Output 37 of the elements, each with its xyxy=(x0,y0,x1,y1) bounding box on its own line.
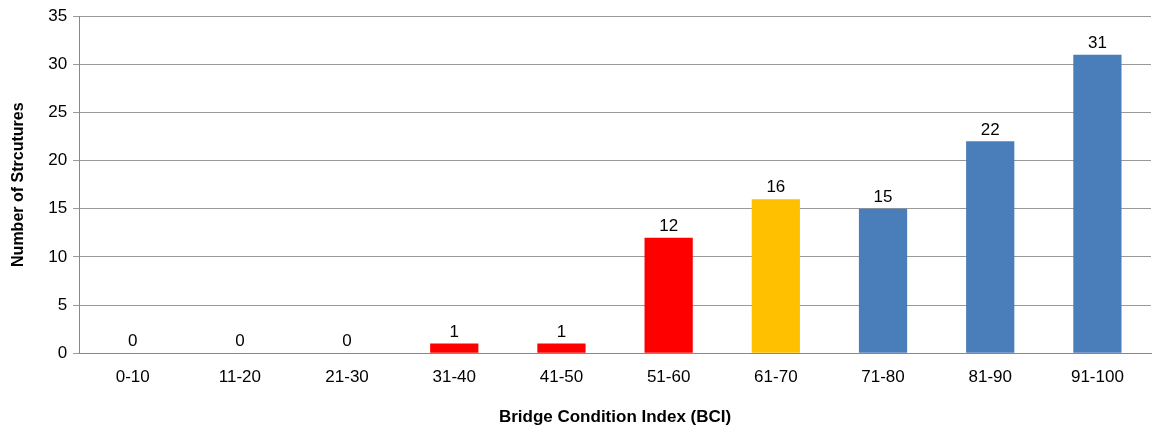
bar xyxy=(1073,54,1122,353)
bar xyxy=(537,343,586,353)
x-tick-label: 31-40 xyxy=(432,367,477,387)
data-label: 1 xyxy=(449,321,460,341)
x-axis-title: Bridge Condition Index (BCI) xyxy=(498,407,732,427)
y-axis-title: Number of Strcutures xyxy=(9,102,27,267)
x-tick-label: 21-30 xyxy=(325,367,369,387)
bar xyxy=(430,343,479,353)
x-tick-label: 91-100 xyxy=(1070,367,1124,387)
y-tick-label: 20 xyxy=(48,150,68,170)
data-label: 0 xyxy=(342,331,352,351)
x-tick-label: 61-70 xyxy=(754,367,798,387)
bar xyxy=(751,199,800,353)
x-tick-label: 71-80 xyxy=(861,367,905,387)
data-label: 0 xyxy=(127,331,138,351)
x-tick-label: 41-50 xyxy=(539,367,584,387)
y-tick-label: 0 xyxy=(57,342,68,362)
y-tick-label: 10 xyxy=(48,246,68,266)
data-label: 16 xyxy=(766,177,786,197)
bar xyxy=(644,237,693,353)
x-tick-label: 0-10 xyxy=(115,367,150,387)
bar xyxy=(966,141,1015,353)
bar xyxy=(858,208,908,353)
data-label: 1 xyxy=(556,321,567,341)
y-tick-label: 5 xyxy=(57,294,68,314)
x-tick-label: 81-90 xyxy=(968,367,1012,387)
data-label: 0 xyxy=(235,331,245,351)
data-label: 12 xyxy=(659,215,679,235)
data-label: 22 xyxy=(980,119,1000,139)
y-tick-label: 15 xyxy=(48,198,68,218)
data-label: 31 xyxy=(1087,32,1107,52)
y-tick-label: 35 xyxy=(48,5,68,25)
y-tick-label: 25 xyxy=(48,102,68,122)
x-tick-label: 11-20 xyxy=(218,367,261,387)
x-tick-label: 51-60 xyxy=(646,367,691,387)
y-tick-label: 30 xyxy=(48,54,68,74)
data-label: 15 xyxy=(873,186,893,206)
